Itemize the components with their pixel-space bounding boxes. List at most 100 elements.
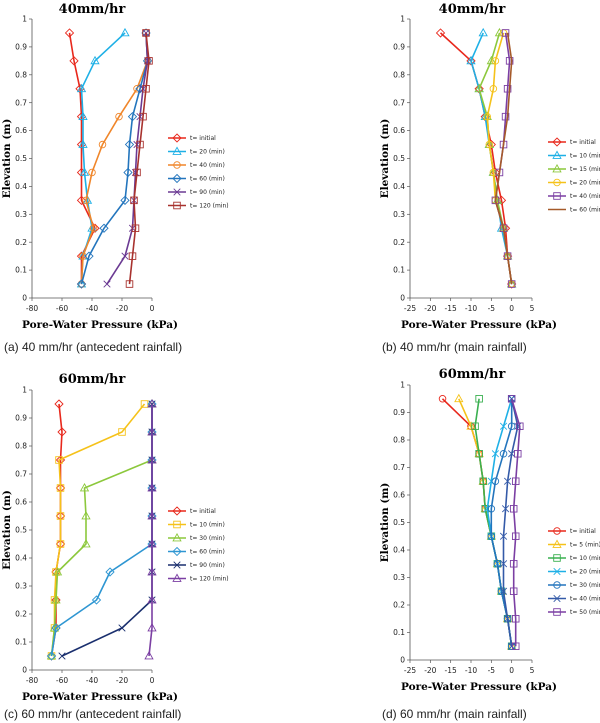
panel-d-data-point [454,393,464,403]
panel-c-ytick-label: 0.9 [15,414,27,423]
panel-d-title: 60mm/hr [439,367,506,382]
panel-a-data-point [78,111,88,121]
panel-d-ytick-label: 0.4 [393,546,405,555]
panel-b: 40mm/hr00.10.20.30.40.50.60.70.80.91-25-… [379,2,600,354]
panel-a-ytick-label: 0.3 [15,210,27,219]
panel-d-data-point [509,505,518,513]
panel-b-ytick-label: 0.9 [393,43,405,52]
panel-d-data-point [471,422,479,431]
panel-d-series-2 [471,395,516,651]
panel-d-data-point [491,450,500,458]
panel-a-legend-marker [173,188,181,196]
panel-d-legend-label: t= 20 (min) [570,569,600,576]
panel-a-legend-label: t= 120 (min) [190,203,229,210]
panel-a-ytick-label: 0.8 [15,70,27,79]
panel-c-data-point [81,538,91,548]
panel-d-data-point [481,505,489,513]
panel-b-ytick-label: 0 [400,294,405,303]
panel-a-data-point [127,112,138,122]
panel-a-data-point [123,167,133,178]
panel-a-xtick-label: -20 [116,304,128,313]
panel-d-data-point [511,642,520,651]
panel-a-xtick-label: -40 [86,304,98,313]
panel-c-ytick-label: 0.3 [15,582,27,591]
panel-a-data-point [76,195,87,205]
panel-a-data-point [139,112,147,121]
panel-b-data-point [489,168,498,177]
panel-d-ytick-label: 0 [400,656,405,665]
panel-c-data-point [54,399,64,409]
panel-a-series-line [80,32,126,285]
panel-c-series-3 [46,399,157,661]
panel-c-data-point [147,398,157,408]
panel-d-ytick-label: 0.8 [393,436,405,445]
panel-a-data-point [89,224,98,232]
panel-d-legend: t= initial t= 5 (min) t= 10 (min) t= 20 (mi… [548,527,600,616]
panel-a-data-point [88,168,96,177]
panel-b-xtick-label: -5 [488,304,496,313]
panel-c-series-line [50,403,146,657]
panel-c-data-point [51,594,61,604]
panel-d-data-point [511,477,520,486]
panel-a-data-point [142,84,150,93]
panel-a-xtick-label: -80 [26,304,38,313]
panel-b-data-point [466,56,476,66]
panel-a-series-0 [64,28,100,289]
panel-a-ytick-label: 0.5 [15,154,27,163]
panel-b-ytick-label: 0.1 [393,266,405,275]
panel-a-ytick-label: 1 [22,15,27,24]
panel-d-legend-label: t= 5 (min) [570,542,600,549]
panel-c-legend-label: t= 90 (min) [190,562,225,569]
panel-d-data-point [499,450,508,458]
panel-c-data-point [46,651,57,661]
panel-a-ytick-label: 0.9 [15,43,27,52]
panel-b-legend-marker [553,192,561,200]
panel-c-ytick-label: 0.8 [15,442,27,451]
panel-d-data-point [509,560,518,568]
panel-a-series-line [106,32,149,285]
panel-b-caption: (b) 40 mm/hr (main rainfall) [382,340,527,354]
panel-c-xtick-label: -80 [26,676,38,685]
panel-a-legend-label: t= initial [190,135,216,142]
panel-a-series-line [128,32,150,285]
panel-c-data-point [147,622,157,632]
panel-a-y-axis-label: Elevation (m) [1,119,13,199]
panel-c-xtick-label: -60 [56,676,68,685]
panel-d-series-line [502,398,519,647]
panel-a-data-point [69,56,79,66]
panel-d-xtick-label: 5 [530,666,535,675]
panel-c-data-point [51,623,61,633]
panel-a-data-point [82,196,90,205]
panel-c-legend-marker [173,561,181,569]
panel-a-data-point [128,252,137,260]
panel-d-legend-marker [553,581,561,589]
panel-a-data-point [142,29,150,37]
panel-d-legend-label: t= 40 (min) [570,596,600,603]
panel-a-data-point [124,139,135,150]
panel-c-data-point [147,426,157,436]
panel-b-legend-marker [552,150,562,159]
panel-d-ytick-label: 0.2 [393,601,405,610]
panel-c-legend-label: t= initial [190,508,216,515]
panel-b-series-5 [494,32,513,285]
panel-d-data-point [479,477,487,486]
panel-c-caption: (c) 60 mm/hr (antecedent rainfall) [4,707,181,721]
panel-c-ytick-label: 1 [22,386,27,395]
panel-b-ytick-label: 0.3 [393,210,405,219]
panel-c-data-point [147,538,157,548]
panel-d-xtick-label: -15 [445,666,457,675]
panel-b-legend-marker [553,178,561,187]
panel-b-series-line [494,32,513,285]
panel-b-data-point [501,29,510,37]
panel-a-data-point [84,251,94,261]
panel-d-ytick-label: 0.7 [393,463,405,472]
panel-d-caption: (d) 60 mm/hr (main rainfall) [382,707,527,721]
panel-c-ytick-label: 0.6 [15,498,27,507]
panel-c-x-axis-label: Pore-Water Pressure (kPa) [22,691,178,703]
panel-c-data-point [147,482,157,492]
panel-b-legend-label: t= 20 (min) [570,180,600,187]
panel-c-title: 60mm/hr [59,372,126,387]
panel-a-data-point [131,224,140,232]
panel-c-ytick-label: 0.5 [15,526,27,535]
